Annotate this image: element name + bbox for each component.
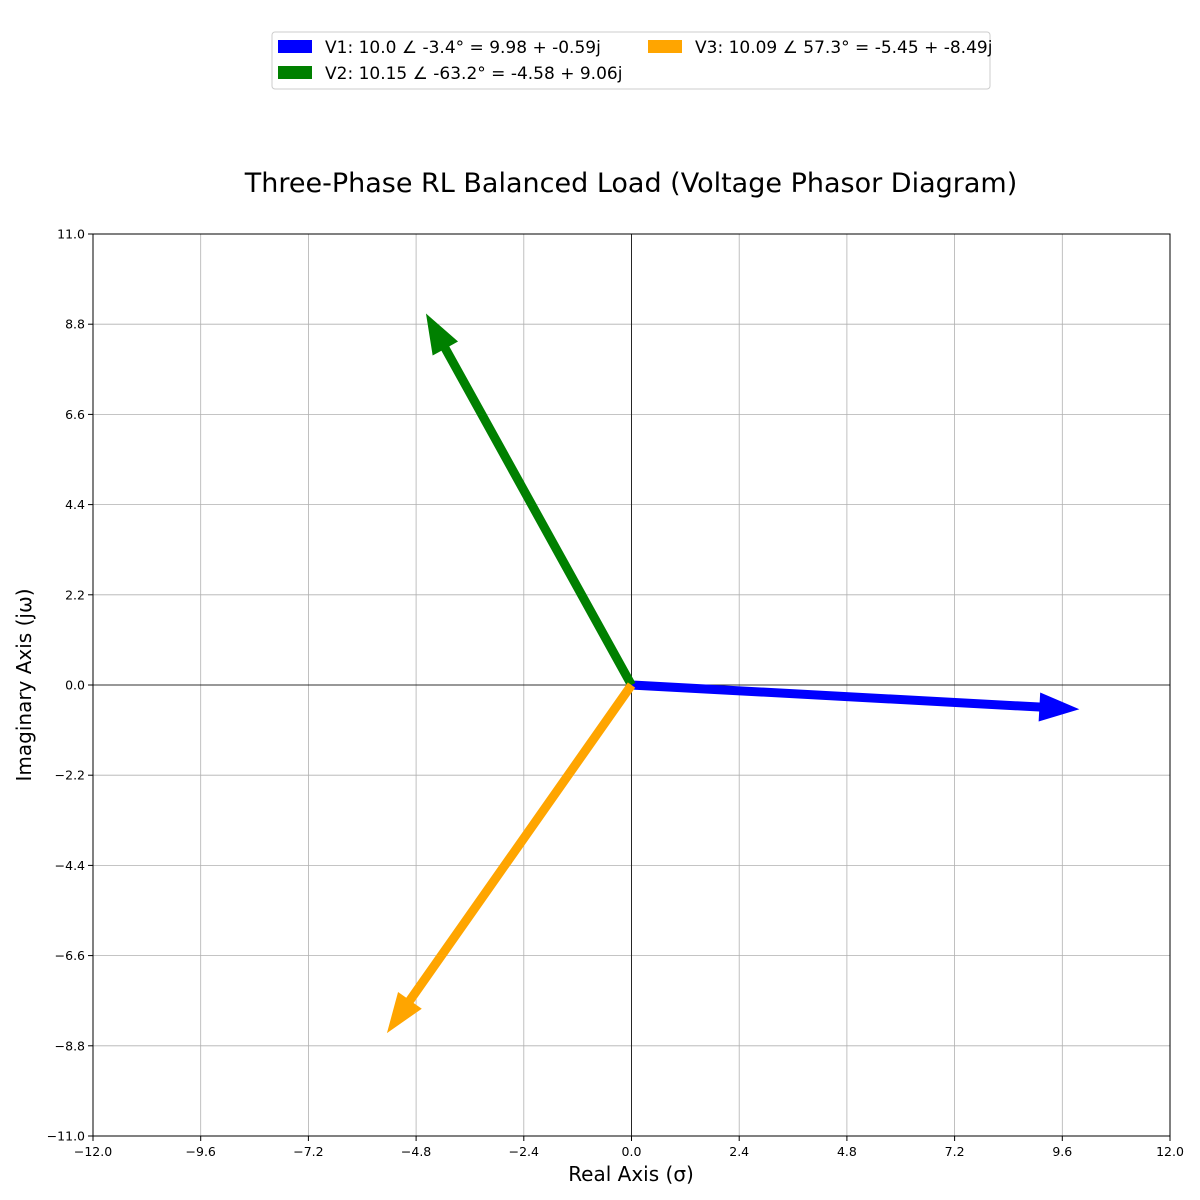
- legend: V1: 10.0 ∠ -3.4° = 9.98 + -0.59j V2: 10.…: [271, 31, 992, 90]
- x-tick-label: 2.4: [729, 1144, 749, 1159]
- plot-area: [92, 233, 1171, 1137]
- y-tick-label: −2.2: [55, 768, 85, 783]
- phasor-arrow-v1: [631, 680, 1080, 722]
- y-tick-label: −4.4: [55, 858, 85, 873]
- phasors: [386, 313, 1080, 1034]
- x-tick-label: −12.0: [74, 1144, 112, 1159]
- y-tick-label: −8.8: [55, 1038, 85, 1053]
- x-tick-label: 12.0: [1156, 1144, 1184, 1159]
- legend-entry-v1: V1: 10.0 ∠ -3.4° = 9.98 + -0.59j: [278, 38, 601, 58]
- x-tick-label: −9.6: [186, 1144, 216, 1159]
- x-tick-label: −7.2: [293, 1144, 323, 1159]
- legend-frame: [271, 31, 991, 90]
- x-axis-label: Real Axis (σ): [568, 1162, 694, 1186]
- legend-swatch-v2: [278, 66, 312, 79]
- phasor-arrow-v2: [425, 313, 636, 688]
- legend-label-v3: V3: 10.09 ∠ 57.3° = -5.45 + -8.49j: [695, 38, 992, 58]
- legend-entry-v2: V2: 10.15 ∠ -63.2° = -4.58 + 9.06j: [278, 64, 622, 84]
- y-tick-label: 2.2: [65, 587, 85, 602]
- y-tick-label: 8.8: [65, 317, 85, 332]
- phasor-arrow-v3: [386, 682, 636, 1034]
- y-tick-label: 6.6: [65, 407, 85, 422]
- y-tick-label: 4.4: [65, 497, 85, 512]
- y-axis-ticks: −11.0 −8.8 −6.6 −4.4 −2.2 0.0 2.2 4.4 6.6 8.8 11.0: [47, 227, 93, 1144]
- legend-label-v2: V2: 10.15 ∠ -63.2° = -4.58 + 9.06j: [325, 64, 622, 84]
- y-tick-label: 11.0: [57, 227, 85, 242]
- y-tick-label: −6.6: [55, 948, 85, 963]
- x-tick-label: −4.8: [401, 1144, 431, 1159]
- y-tick-label: 0.0: [65, 678, 85, 693]
- y-tick-label: −11.0: [47, 1129, 85, 1144]
- legend-swatch-v1: [278, 40, 312, 53]
- legend-entry-v3: V3: 10.09 ∠ 57.3° = -5.45 + -8.49j: [648, 38, 992, 58]
- legend-swatch-v3: [648, 40, 682, 53]
- x-tick-label: 9.6: [1052, 1144, 1072, 1159]
- x-tick-label: 0.0: [622, 1144, 642, 1159]
- legend-label-v1: V1: 10.0 ∠ -3.4° = 9.98 + -0.59j: [325, 38, 601, 58]
- x-tick-label: −2.4: [509, 1144, 539, 1159]
- x-tick-label: 7.2: [945, 1144, 965, 1159]
- x-tick-label: 4.8: [837, 1144, 857, 1159]
- x-axis-ticks: −12.0 −9.6 −7.2 −4.8 −2.4 0.0 2.4 4.8 7.2 9.6 12.0: [74, 1136, 1184, 1159]
- y-axis-label: Imaginary Axis (jω): [12, 589, 36, 782]
- chart-title: Three-Phase RL Balanced Load (Voltage Ph…: [244, 168, 1017, 199]
